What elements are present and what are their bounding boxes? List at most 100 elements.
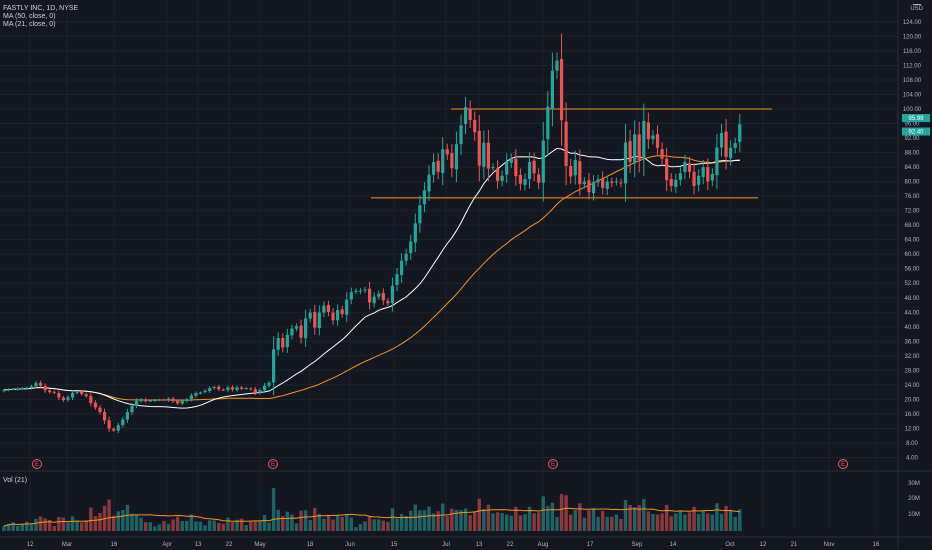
candle-body	[267, 382, 271, 386]
price-tick-label: 76.00	[904, 194, 920, 200]
ma21-legend: MA (21, close, 0)	[3, 20, 56, 29]
currency-label[interactable]: USD	[910, 4, 923, 12]
volume-bar	[546, 506, 550, 531]
candle-body	[226, 387, 230, 390]
volume-bar	[335, 515, 340, 531]
candle-body	[171, 398, 175, 402]
time-tick-label: Mar	[62, 542, 72, 548]
candle-body	[436, 160, 440, 172]
candle-body	[157, 399, 161, 401]
symbol-legend: FASTLY INC, 1D, NYSE	[3, 4, 78, 13]
candle-body	[427, 174, 431, 192]
candle-body	[669, 178, 673, 186]
volume-bar	[226, 517, 230, 531]
candle-body	[258, 389, 262, 393]
volume-bar	[221, 523, 226, 531]
volume-bar	[418, 510, 422, 531]
candle-body	[587, 180, 591, 193]
candle-body	[559, 59, 564, 121]
volume-bar	[710, 514, 715, 531]
price-tick-label: 4.00	[906, 455, 918, 461]
candle-body	[253, 389, 257, 393]
volume-bar	[450, 508, 454, 531]
time-tick-label: 22	[507, 542, 514, 548]
candle-body	[176, 400, 180, 404]
candle-body	[304, 318, 308, 339]
candle-body	[2, 389, 6, 392]
volume-bar	[605, 516, 609, 531]
volume-bar	[70, 516, 75, 531]
volume-bar	[683, 514, 687, 531]
volume-tick-label: 20M	[908, 496, 920, 502]
candle-body	[596, 179, 600, 183]
volume-bar	[281, 516, 285, 531]
volume-bar	[134, 514, 139, 531]
volume-bar	[121, 509, 125, 531]
candle-body	[98, 407, 102, 413]
volume-bar	[436, 511, 440, 531]
candle-body	[107, 420, 111, 429]
candle-body	[697, 175, 701, 185]
price-tick-label: 8.00	[906, 441, 918, 447]
candle-body	[130, 405, 134, 413]
price-tick-label: 100.00	[903, 107, 922, 113]
volume-label: Vol (21)	[3, 477, 28, 484]
candle-body	[473, 119, 477, 133]
price-tick-label: 92.00	[904, 136, 920, 142]
price-tick-label: 124.00	[903, 20, 922, 26]
volume-bar	[413, 504, 417, 531]
volume-bar	[130, 513, 134, 531]
volume-bar	[692, 506, 696, 531]
volume-bar	[463, 508, 468, 531]
price-tick-label: 44.00	[904, 310, 920, 316]
candle-body	[230, 387, 235, 390]
volume-bar	[93, 515, 98, 531]
volume-bar	[669, 516, 673, 531]
candle-body	[628, 141, 632, 162]
volume-bar	[98, 512, 102, 531]
candle-body	[687, 163, 692, 172]
volume-bar	[116, 511, 120, 531]
candle-body	[354, 290, 358, 292]
volume-bar	[143, 522, 148, 531]
volume-bar	[79, 522, 84, 531]
candle-body	[262, 385, 267, 391]
volume-bar	[194, 521, 198, 531]
price-tick-label: 16.00	[904, 412, 920, 418]
volume-bar	[728, 509, 733, 531]
price-candles	[2, 33, 742, 434]
candle-body	[729, 147, 733, 159]
volume-tick-label: 10M	[908, 512, 920, 518]
time-tick-label: 15	[391, 542, 398, 548]
candle-body	[75, 392, 79, 394]
candle-body	[313, 312, 317, 328]
candle-body	[134, 400, 139, 406]
candle-body	[486, 142, 491, 169]
volume-bar	[189, 514, 194, 531]
volume-bar	[249, 521, 253, 531]
volume-bar	[610, 516, 614, 531]
volume-bar	[473, 511, 477, 531]
volume-bar	[404, 515, 408, 531]
time-tick-label: 12	[760, 542, 767, 548]
price-tick-label: 116.00	[903, 49, 922, 55]
volume-bar	[267, 522, 271, 531]
candle-body	[89, 396, 93, 404]
candle-body	[710, 173, 714, 181]
volume-bars	[2, 487, 742, 531]
volume-bar	[505, 514, 509, 531]
candle-body	[701, 167, 705, 177]
candle-body	[148, 400, 152, 402]
candle-body	[285, 334, 289, 347]
time-tick-label: 21	[791, 542, 798, 548]
candle-body	[358, 290, 363, 292]
candle-body	[454, 144, 459, 170]
volume-bar	[239, 518, 244, 531]
volume-bar	[276, 509, 280, 531]
candle-body	[395, 274, 399, 286]
price-tick-label: 84.00	[904, 165, 920, 171]
candle-body	[84, 394, 88, 397]
candle-body	[591, 182, 596, 194]
volume-bar	[253, 521, 258, 531]
candle-body	[482, 142, 486, 167]
